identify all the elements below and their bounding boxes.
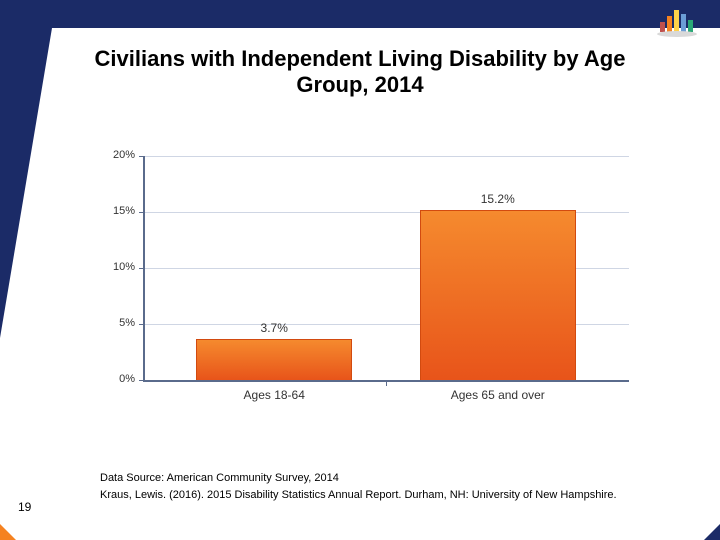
bar-value-label: 15.2%: [458, 192, 538, 206]
x-category-label: Ages 65 and over: [408, 388, 588, 402]
footer-line: Kraus, Lewis. (2016). 2015 Disability St…: [100, 487, 617, 504]
footer-line: Data Source: American Community Survey, …: [100, 470, 617, 487]
y-tick-label: 5%: [95, 317, 135, 329]
y-tick-label: 10%: [95, 261, 135, 273]
chart-area: 0% 5% 10% 15% 20% 3.7% Ages 18-64 15.2% Ages 65 …: [95, 150, 635, 410]
footer-citation: Data Source: American Community Survey, …: [100, 470, 617, 503]
y-tick-label: 0%: [95, 373, 135, 385]
page-title: Civilians with Independent Living Disabi…: [60, 46, 660, 98]
page-number: 19: [18, 500, 31, 514]
header-band: [0, 0, 720, 28]
x-mid-tick: [386, 380, 387, 386]
bar-value-label: 3.7%: [234, 321, 314, 335]
corner-triangle-left: [0, 524, 16, 540]
bar: [196, 339, 352, 380]
grid-line: [143, 156, 629, 157]
y-tick-label: 20%: [95, 149, 135, 161]
bar: [420, 210, 576, 380]
y-axis: [143, 156, 145, 380]
left-wedge: [0, 28, 52, 338]
x-category-label: Ages 18-64: [184, 388, 364, 402]
corner-triangle-right: [704, 524, 720, 540]
logo-icon: [654, 4, 702, 43]
y-tick-label: 15%: [95, 205, 135, 217]
